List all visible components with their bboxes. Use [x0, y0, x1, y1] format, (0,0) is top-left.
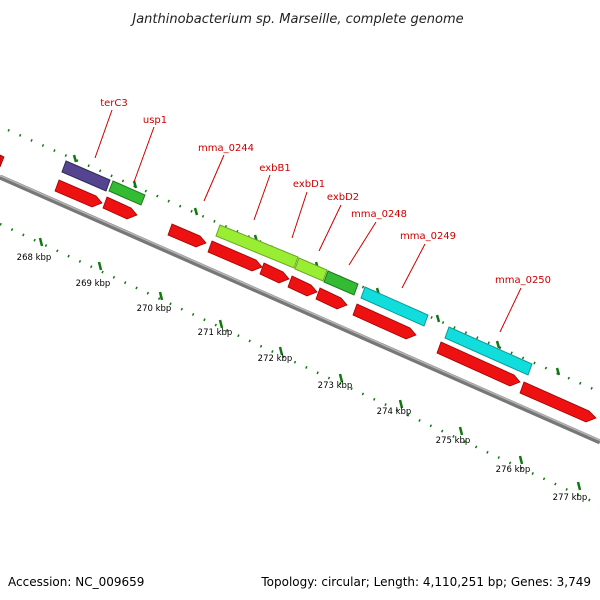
cds-arrow	[436, 341, 521, 387]
genome-backbone-highlight	[0, 174, 600, 442]
cds-arrows	[0, 154, 597, 423]
gene-label-exbD1: exbD1	[293, 179, 325, 190]
feature-block-exbD2	[323, 270, 359, 296]
cds-arrow	[0, 154, 5, 168]
cds-arrow	[54, 179, 103, 208]
gene-label-terC3: terC3	[100, 98, 128, 109]
scale-label: 276 kbp	[496, 465, 531, 475]
gene-label-mma_0244: mma_0244	[198, 143, 254, 154]
feature-block-mma_0248	[360, 286, 429, 327]
cds-arrow	[259, 262, 290, 284]
gene-label-mma_0250: mma_0250	[495, 275, 551, 286]
genome-backbone	[0, 174, 600, 445]
cds-arrow	[519, 381, 597, 423]
cds-arrow	[315, 287, 348, 310]
cds-arrow	[207, 240, 263, 272]
scale-label: 270 kbp	[137, 304, 172, 314]
scale-label: 273 kbp	[318, 381, 353, 391]
scale-label: 271 kbp	[198, 328, 233, 338]
cds-arrow	[102, 196, 138, 220]
feature-block-usp1	[108, 180, 146, 206]
scale-label: 272 kbp	[258, 354, 293, 364]
scale-label: 274 kbp	[377, 407, 412, 417]
gene-label-usp1: usp1	[143, 115, 167, 126]
feature-block-exbB1	[215, 224, 299, 269]
accession-text: Accession: NC_009659	[8, 575, 144, 589]
feature-block-exbD1	[294, 257, 328, 282]
feature-block-terC3	[61, 160, 111, 192]
cds-arrow	[287, 275, 318, 297]
scale-label: 268 kbp	[17, 253, 52, 263]
scale-labels: 268 kbp 269 kbp 270 kbp 271 kbp 272 kbp …	[17, 253, 588, 503]
cds-arrow	[352, 303, 417, 340]
topology-text: Topology: circular; Length: 4,110,251 bp…	[260, 575, 591, 589]
scale-major-ticks	[38, 237, 582, 491]
gene-label-mma_0248: mma_0248	[351, 209, 407, 220]
gene-leader-lines	[94, 109, 522, 333]
scale-label: 275 kbp	[436, 436, 471, 446]
feature-blocks	[61, 160, 533, 376]
feature-block-mma_0250	[444, 326, 533, 376]
scale-label: 277 kbp	[553, 493, 588, 503]
scale-label: 269 kbp	[76, 279, 111, 289]
gene-labels: terC3 usp1 mma_0244 exbB1 exbD1 exbD2 mm…	[100, 98, 551, 286]
cds-arrow	[167, 223, 207, 248]
map-title: Janthinobacterium sp. Marseille, complet…	[129, 12, 463, 27]
gene-label-mma_0249: mma_0249	[400, 231, 456, 242]
gene-label-exbB1: exbB1	[259, 163, 290, 174]
gene-label-exbD2: exbD2	[327, 192, 359, 203]
